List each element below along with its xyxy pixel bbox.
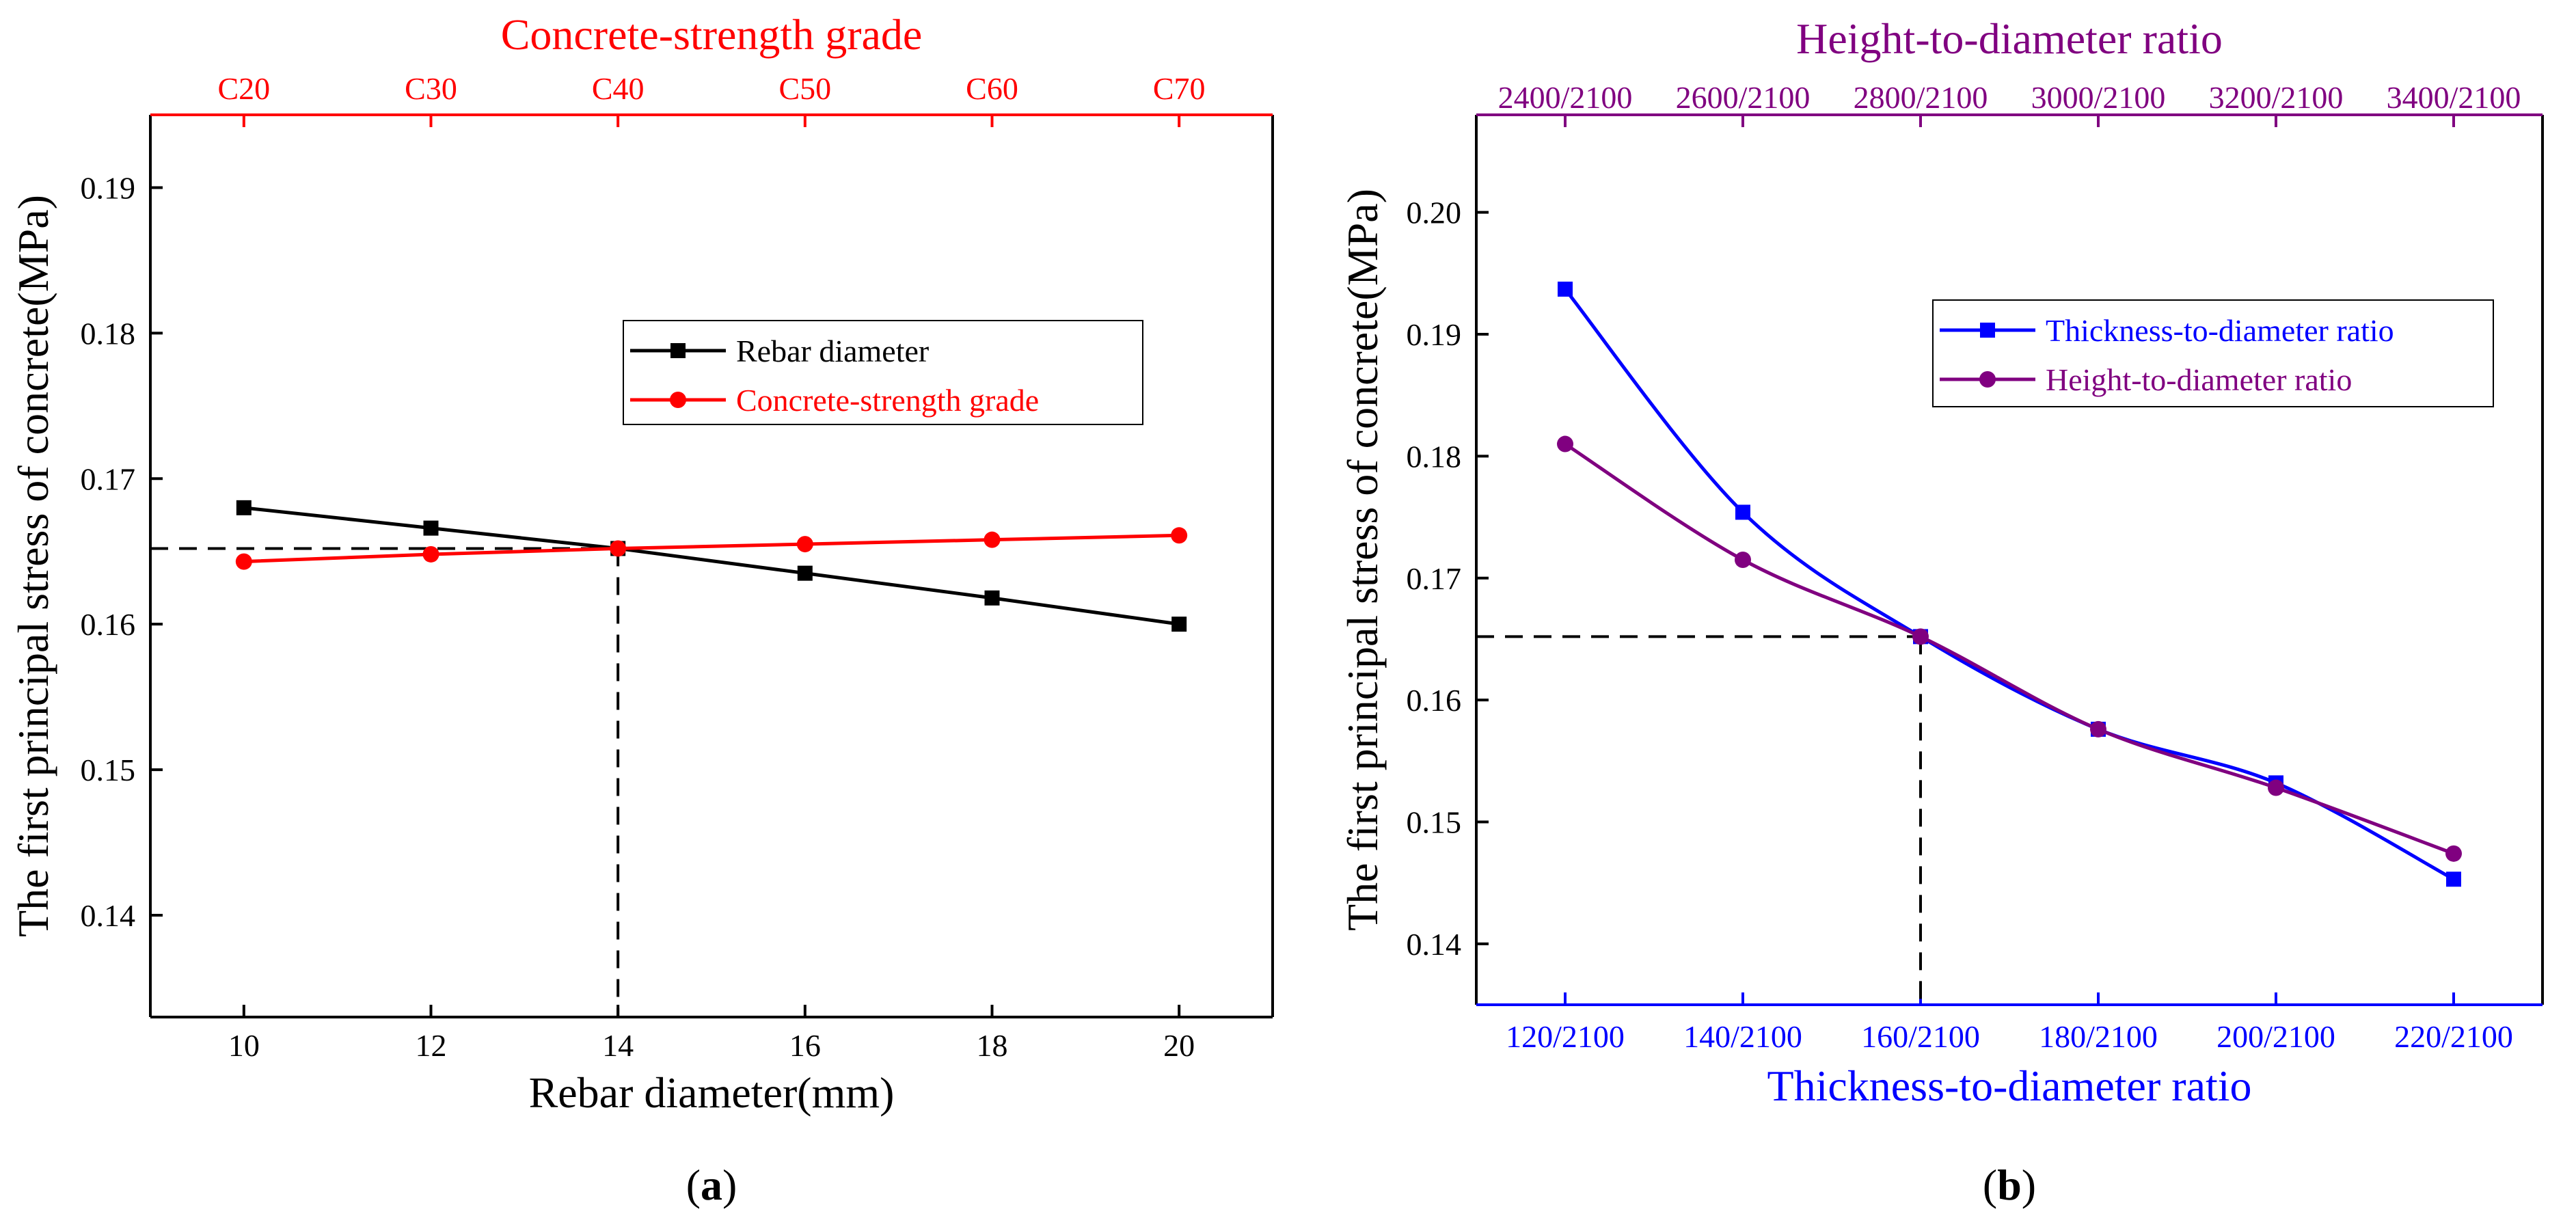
data-point-square (797, 565, 813, 581)
x-axis-title: Rebar diameter(mm) (529, 1068, 895, 1117)
y-tick-label: 0.17 (81, 461, 136, 496)
chart-panel-b: 0.14 0.15 0.16 0.17 0.18 0.19 0.20 120/2100 2400… (1338, 14, 2544, 1209)
data-point-circle (2090, 720, 2106, 738)
y-tick-label: 0.16 (1407, 683, 1462, 718)
y-tick-label: 0.18 (81, 316, 136, 351)
x-tick-label: 16 (789, 1028, 821, 1063)
y-tick-label: 0.15 (81, 753, 136, 787)
x-axis-title: Thickness-to-diameter ratio (1767, 1061, 2251, 1110)
panel-label-paren: ) (2022, 1161, 2036, 1209)
legend-label: Height-to-diameter ratio (2046, 362, 2352, 397)
panel-label-letter: b (1997, 1161, 2022, 1209)
data-point-square (1558, 282, 1573, 297)
y-tick-label: 0.20 (1407, 195, 1462, 230)
legend-marker-square (1980, 323, 1995, 338)
legend-marker-circle (670, 392, 686, 408)
data-point-circle (1171, 527, 1188, 544)
x-tick-label: 120/2100 (1506, 1019, 1625, 1054)
data-point-circle (422, 545, 439, 563)
top-tick-label: 3200/2100 (2209, 80, 2344, 115)
data-point-circle (984, 531, 1001, 548)
legend: Rebar diameter Concrete-strength grade (623, 320, 1143, 425)
panel-label-letter: a (701, 1161, 722, 1209)
top-tick-label: C70 (1153, 71, 1206, 106)
top-tick-label: C20 (217, 71, 270, 106)
top-tick-label: C40 (592, 71, 645, 106)
y-tick-label: 0.14 (81, 898, 136, 933)
legend-marker-circle (1979, 371, 1996, 388)
data-point-circle (2445, 845, 2462, 862)
series-line-1 (243, 506, 1180, 626)
top-tick-label: C50 (778, 71, 831, 106)
y-tick-label: 0.18 (1407, 439, 1462, 474)
data-point-circle (1557, 435, 1573, 452)
y-axis-title: The first principal stress of concrete(M… (1338, 189, 1387, 931)
x-tick-label: 14 (602, 1028, 634, 1063)
series-line-2 (243, 533, 1180, 564)
top-axis-title: Concrete-strength grade (501, 10, 923, 59)
legend-label: Rebar diameter (736, 334, 929, 368)
data-point-square (984, 590, 1000, 606)
y-tick-label: 0.19 (1407, 317, 1462, 352)
y-tick-label: 0.19 (81, 170, 136, 205)
data-point-square (1735, 504, 1750, 520)
top-tick-label: C30 (405, 71, 457, 106)
legend-box (623, 320, 1143, 425)
y-axis-title: The first principal stress of concrete(M… (9, 195, 57, 937)
top-tick-label: 2400/2100 (1498, 80, 1633, 115)
data-point-circle (610, 540, 627, 557)
panel-label: (b) (1983, 1161, 2036, 1209)
data-point-circle (1735, 552, 1751, 568)
series-line-2 (1564, 442, 2454, 856)
series-line-1 (1564, 288, 2455, 881)
data-point-circle (235, 553, 252, 570)
top-tick-label: 2600/2100 (1676, 80, 1811, 115)
top-tick-label: 3000/2100 (2031, 80, 2166, 115)
x-tick-label: 160/2100 (1861, 1019, 1980, 1054)
legend-box (1932, 299, 2494, 407)
legend-marker-square (670, 343, 686, 358)
panel-label-paren: ) (722, 1161, 737, 1209)
top-axis-title: Height-to-diameter ratio (1796, 14, 2223, 63)
data-point-square (236, 500, 252, 515)
legend: Thickness-to-diameter ratio Height-to-dia… (1932, 299, 2494, 407)
y-tick-label: 0.17 (1407, 561, 1462, 596)
x-tick-label: 180/2100 (2039, 1019, 2158, 1054)
data-point-square (423, 520, 439, 536)
data-point-square (2446, 871, 2461, 887)
data-point-square (1171, 617, 1187, 632)
y-tick-label: 0.15 (1407, 804, 1462, 839)
chart-panel-a: 0.14 0.15 0.16 0.17 0.18 0.19 10 C20 12 C30 14 C40 1… (9, 10, 1274, 1209)
x-tick-label: 220/2100 (2394, 1019, 2513, 1054)
x-tick-label: 12 (416, 1028, 447, 1063)
top-tick-label: 2800/2100 (1854, 80, 1988, 115)
panel-label: (a) (686, 1161, 737, 1209)
top-tick-label: 3400/2100 (2387, 80, 2521, 115)
y-tick-label: 0.16 (81, 607, 136, 642)
x-tick-label: 200/2100 (2216, 1019, 2335, 1054)
data-point-circle (796, 536, 813, 553)
x-tick-label: 20 (1163, 1028, 1195, 1063)
data-point-circle (2268, 779, 2284, 796)
top-tick-label: C60 (966, 71, 1018, 106)
x-tick-label: 10 (228, 1028, 260, 1063)
data-point-circle (1912, 628, 1929, 645)
x-tick-label: 140/2100 (1683, 1019, 1802, 1054)
legend-label: Thickness-to-diameter ratio (2046, 313, 2394, 348)
panel-label-paren: ( (686, 1161, 701, 1209)
panel-label-paren: ( (1983, 1161, 1997, 1209)
legend-label: Concrete-strength grade (736, 383, 1039, 418)
y-tick-label: 0.14 (1407, 927, 1462, 962)
x-tick-label: 18 (977, 1028, 1008, 1063)
